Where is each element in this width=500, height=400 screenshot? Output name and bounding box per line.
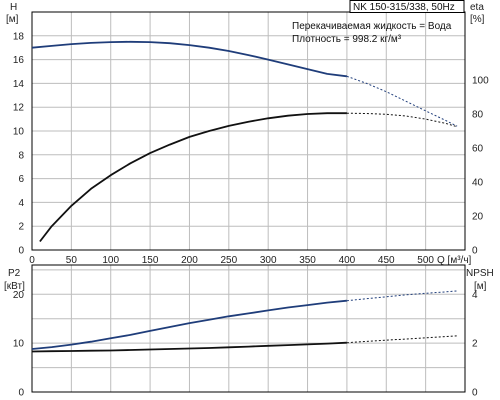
top-plot-frame [31,11,466,251]
series-extension-1-0 [346,290,458,302]
p2-label-unit: [кВт] [4,281,25,292]
y-right-tick-label: 2 [472,339,478,350]
x-tick-label: 100 [102,255,119,266]
series-extension-0-1 [346,112,458,128]
y-left-label-head: H [10,2,17,13]
y-right-tick-label: 60 [472,144,484,155]
series-extension-0-0 [346,75,458,127]
y-left-tick-label: 18 [13,31,25,42]
x-tick-label: 300 [260,255,277,266]
chart-title: NK 150-315/338, 50Hz [353,2,455,13]
bottom-series-group [31,290,458,353]
x-tick-label: 250 [220,255,237,266]
series-line-1-0 [31,299,347,350]
y-right-label-unit: [%] [470,14,485,25]
y-left-tick-label: 0 [18,246,24,257]
top-grid [32,12,465,250]
y-left-tick-label: 2 [18,222,24,233]
y-left-tick-label: 14 [13,79,25,90]
x-tick-label: 500 [417,255,434,266]
y-left-tick-label: 20 [13,290,25,301]
y-left-tick-label: 0 [18,388,24,399]
x-tick-label: 0 [29,255,35,266]
y-left-tick-label: 12 [13,103,25,114]
y-right-tick-label: 20 [472,212,484,223]
x-tick-label: 200 [181,255,198,266]
y-right-tick-label: 40 [472,178,484,189]
x-axis-label: Q [м³/ч] [437,255,472,266]
top-tick-labels: 0 2 4 6 8 10 12 14 16 18 0 20 40 60 80 100 0 50 100 150 200 2… [13,31,489,266]
y-right-tick-label: 100 [472,76,489,87]
top-chart-panel: 0 2 4 6 8 10 12 14 16 18 0 20 40 60 80 100 0 50 100 150 200 2… [6,0,489,266]
y-left-tick-label: 16 [13,55,25,66]
y-left-tick-label: 10 [13,127,25,138]
x-tick-label: 350 [299,255,316,266]
annotation-density: Плотность = 998.2 кг/м³ [292,34,402,45]
title-box [349,0,465,13]
annotation-liquid: Перекачиваемая жидкость = Вода [292,21,452,32]
x-tick-label: 150 [142,255,159,266]
y-right-label-head: eta [470,2,484,13]
x-tick-label: 50 [66,255,78,266]
series-line-1-1 [31,341,347,353]
bottom-tick-labels: 0 10 20 0 2 4 [13,290,478,399]
y-left-tick-label: 4 [18,198,24,209]
y-right-tick-label: 0 [472,388,478,399]
x-tick-label: 450 [378,255,395,266]
series-extension-1-1 [346,335,458,344]
bottom-grid [32,265,465,392]
top-series-group [31,40,458,243]
y-left-label-unit: [м] [6,14,19,25]
npsh-label-unit: [м] [474,281,487,292]
p2-label-head: P2 [8,268,21,279]
y-right-tick-label: 4 [472,290,478,301]
series-line-0-0 [31,40,348,78]
npsh-label-head: NPSH [466,268,494,279]
y-left-tick-label: 6 [18,174,24,185]
y-left-tick-label: 8 [18,150,24,161]
y-right-tick-label: 0 [472,246,478,257]
series-line-0-1 [39,112,347,243]
bottom-plot-frame [31,264,466,393]
y-left-tick-label: 10 [13,339,25,350]
y-right-tick-label: 80 [472,110,484,121]
bottom-chart-panel: 0 10 20 0 2 4 P2 [кВт] NPSH [м] [4,264,494,399]
x-tick-label: 400 [339,255,356,266]
